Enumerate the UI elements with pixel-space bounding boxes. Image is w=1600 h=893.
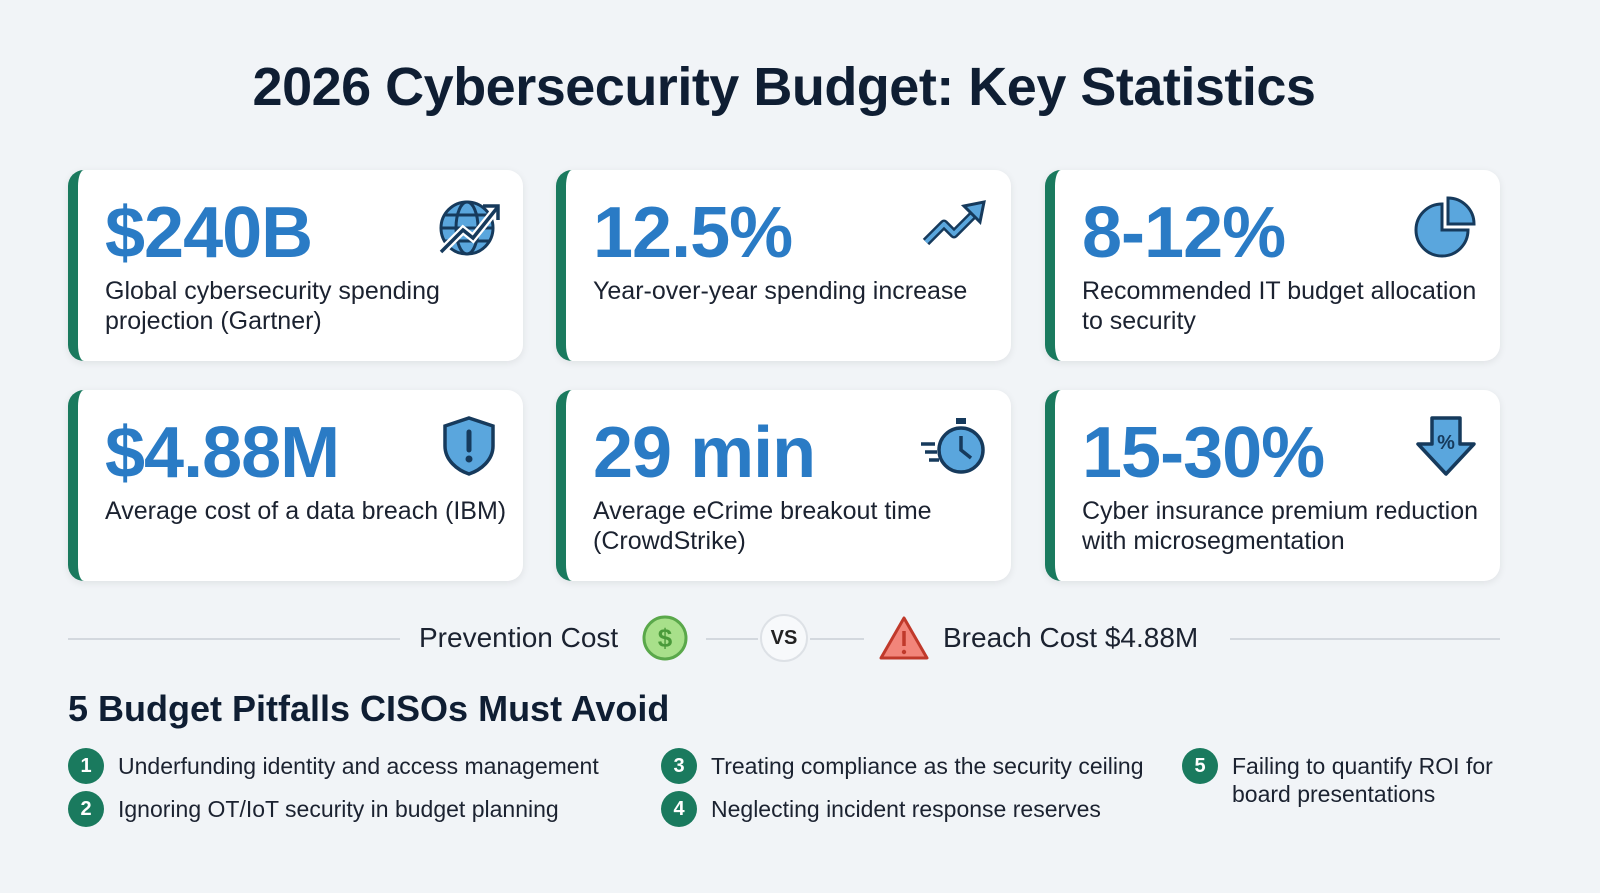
trend-up-icon: [922, 200, 986, 246]
pitfalls-heading: 5 Budget Pitfalls CISOs Must Avoid: [68, 688, 670, 729]
stat-value: $4.88M: [105, 413, 340, 493]
svg-text:$: $: [658, 623, 673, 653]
divider-line: [1230, 638, 1500, 640]
stat-description: Average eCrime breakout time (CrowdStrik…: [593, 497, 932, 555]
pitfall-text: Failing to quantify ROI for board presen…: [1232, 753, 1493, 807]
stat-description: Global cybersecurity spending projection…: [105, 277, 440, 335]
dollar-icon: $: [642, 615, 688, 661]
number-badge: 5: [1182, 748, 1218, 784]
warning-icon: [879, 616, 929, 660]
prevention-cost-label: Prevention Cost: [419, 622, 619, 653]
vs-badge: VS: [760, 614, 808, 662]
stat-value: 8-12%: [1082, 193, 1286, 273]
pitfall-item: 2 Ignoring OT/IoT security in budget plan…: [68, 791, 559, 827]
pitfall-text: Ignoring OT/IoT security in budget plann…: [118, 796, 559, 822]
stat-card-spending: $240B Global cybersecurity spending proj…: [68, 170, 523, 361]
pitfall-item: 5 Failing to quantify ROI for board prese…: [1182, 748, 1512, 808]
pitfall-item: 4 Neglecting incident response reserves: [661, 791, 1101, 827]
number-badge: 3: [661, 748, 697, 784]
stat-description: Average cost of a data breach (IBM): [105, 497, 507, 525]
divider-line: [810, 638, 864, 640]
number-badge: 2: [68, 791, 104, 827]
stat-value: $240B: [105, 193, 313, 273]
divider-line: [706, 638, 758, 640]
globe-trend-icon: [438, 200, 501, 256]
stat-card-growth: 12.5% Year-over-year spending increase: [556, 170, 1011, 361]
stat-description: Recommended IT budget allocation to secu…: [1082, 277, 1477, 335]
stat-value: 15-30%: [1082, 413, 1325, 493]
stat-value: 29 min: [593, 413, 816, 493]
divider-line: [68, 638, 400, 640]
breach-cost-label: Breach Cost $4.88M: [943, 622, 1199, 653]
pie-chart-icon: [1414, 196, 1476, 258]
stat-card-breakout: 29 min Average eCrime breakout time (Cro…: [556, 390, 1011, 581]
stat-card-allocation: 8-12% Recommended IT budget allocation t…: [1045, 170, 1500, 361]
stat-card-breach-cost: $4.88M Average cost of a data breach (IB…: [68, 390, 523, 581]
pitfall-item: 1 Underfunding identity and access manage…: [68, 748, 599, 784]
stat-card-insurance: 15-30% Cyber insurance premium reduction…: [1045, 390, 1500, 581]
pitfall-text: Neglecting incident response reserves: [711, 796, 1101, 822]
pitfall-text: Treating compliance as the security ceil…: [711, 753, 1144, 779]
pitfall-text: Underfunding identity and access managem…: [118, 753, 599, 779]
percent-down-arrow-icon: %: [1416, 416, 1476, 476]
stopwatch-icon: [921, 418, 985, 474]
stat-description: Year-over-year spending increase: [593, 277, 968, 305]
pitfall-item: 3 Treating compliance as the security cei…: [661, 748, 1144, 784]
number-badge: 4: [661, 791, 697, 827]
number-badge: 1: [68, 748, 104, 784]
stat-value: 12.5%: [593, 193, 793, 273]
svg-text:%: %: [1437, 432, 1455, 454]
stat-description: Cyber insurance premium reduction with m…: [1082, 497, 1479, 555]
shield-alert-icon: [443, 416, 495, 476]
page-title: 2026 Cybersecurity Budget: Key Statistic…: [252, 57, 1316, 117]
